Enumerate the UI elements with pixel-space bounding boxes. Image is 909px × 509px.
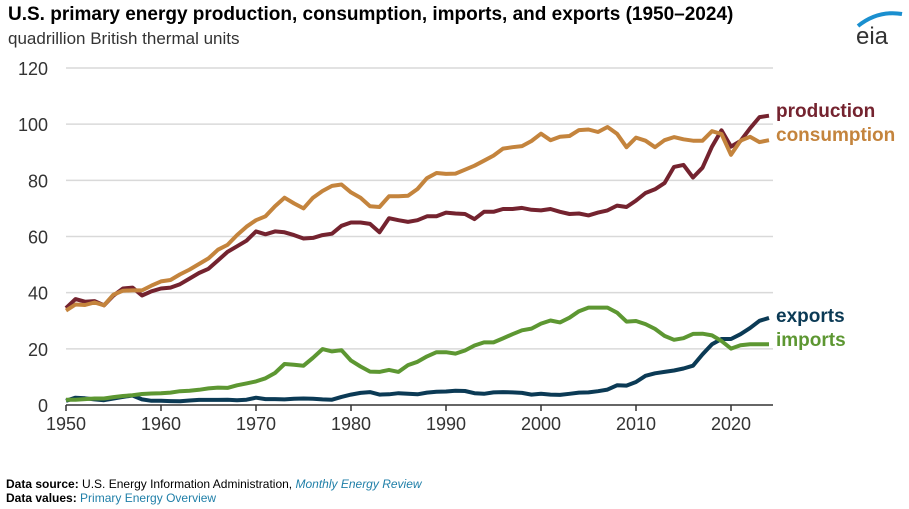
y-tick-label: 20: [28, 340, 48, 360]
data-source-text: U.S. Energy Information Administration,: [82, 477, 293, 491]
series-line-exports: [65, 315, 770, 404]
series-line-production: [64, 113, 770, 310]
data-source-line: Data source: U.S. Energy Information Adm…: [6, 477, 422, 491]
primary-energy-overview-link[interactable]: Primary Energy Overview: [80, 491, 217, 505]
y-tick-label: 60: [28, 228, 48, 248]
series-line-imports: [66, 305, 769, 402]
y-tick-label: 0: [38, 396, 48, 416]
x-tick-label: 2010: [616, 414, 656, 434]
series-label-production: production: [776, 101, 875, 122]
chart-subtitle: quadrillion British thermal units: [8, 29, 240, 48]
x-tick-label: 1970: [236, 414, 276, 434]
data-values-label: Data values:: [6, 491, 77, 505]
y-tick-label: 120: [18, 59, 48, 79]
logo-text: eia: [856, 23, 889, 48]
series-label-exports: exports: [776, 306, 845, 327]
x-tick-label: 2000: [521, 414, 561, 434]
series-label-imports: imports: [776, 330, 846, 351]
data-source-label: Data source:: [6, 477, 79, 491]
line-chart: 0 20 40 60 80 100 120 1950 1960 1970 1980 1990 2000 2…: [18, 59, 895, 434]
monthly-energy-review-link[interactable]: Monthly Energy Review: [295, 477, 422, 491]
x-tick-label: 1980: [331, 414, 371, 434]
x-tick-label: 1990: [426, 414, 466, 434]
x-tick-label: 1960: [141, 414, 181, 434]
y-tick-label: 80: [28, 171, 48, 191]
data-values-line: Data values: Primary Energy Overview: [6, 491, 216, 505]
y-tick-label: 40: [28, 284, 48, 304]
x-tick-label: 2020: [711, 414, 751, 434]
x-tick-label: 1950: [46, 414, 86, 434]
chart-title: U.S. primary energy production, consumpt…: [8, 4, 734, 25]
series-line-consumption: [64, 125, 770, 313]
logo-arc: [856, 11, 903, 28]
series-label-consumption: consumption: [776, 125, 895, 146]
y-tick-label: 100: [18, 115, 48, 135]
eia-logo: eia: [856, 11, 903, 48]
